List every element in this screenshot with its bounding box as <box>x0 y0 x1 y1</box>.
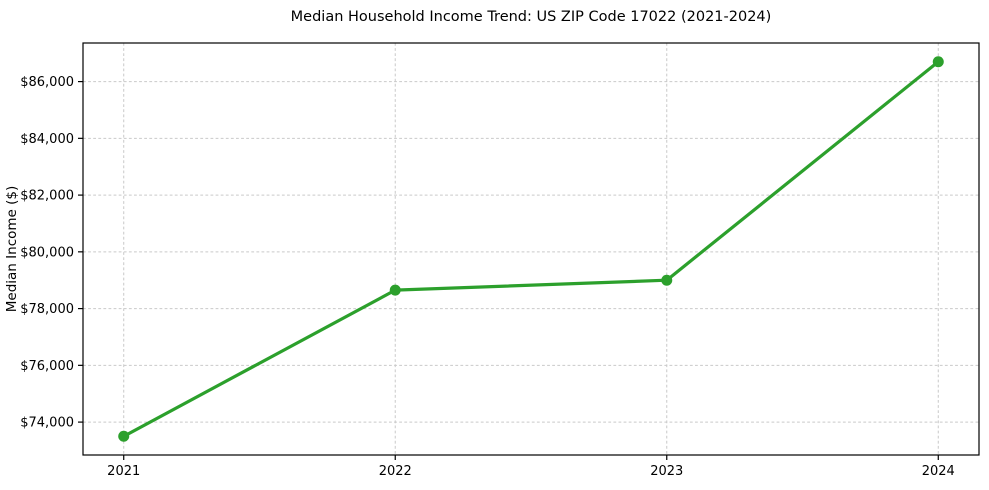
y-tick-label: $82,000 <box>20 189 74 204</box>
data-point-2024 <box>932 56 944 68</box>
gridlines <box>83 43 979 455</box>
x-tick-label: 2022 <box>379 464 412 479</box>
y-tick-label: $86,000 <box>20 75 74 90</box>
x-tick-label: 2023 <box>650 464 683 479</box>
data-point-2022 <box>389 284 401 296</box>
x-tick-label: 2024 <box>922 464 955 479</box>
y-tick-label: $74,000 <box>20 416 74 431</box>
y-tick-label: $80,000 <box>20 245 74 260</box>
plot-area <box>83 43 979 455</box>
plot-border <box>82 42 980 456</box>
axis-tick-marks <box>78 80 939 460</box>
y-tick-label: $84,000 <box>20 132 74 147</box>
y-axis-label: Median Income ($) <box>4 186 20 312</box>
x-tick-label: 2021 <box>107 464 140 479</box>
y-axis-tick-labels: $74,000 $76,000 $78,000 $80,000 $82,000 $84,0… <box>20 75 74 430</box>
data-point-2023 <box>661 274 673 286</box>
y-tick-label: $78,000 <box>20 302 74 317</box>
chart-title: Median Household Income Trend: US ZIP Co… <box>291 9 772 25</box>
trend-line <box>122 60 940 438</box>
y-tick-label: $76,000 <box>20 359 74 374</box>
data-point-2021 <box>118 430 130 442</box>
x-axis-tick-labels: 2021 2022 2023 2024 <box>107 464 955 479</box>
income-trend-series <box>118 56 944 442</box>
